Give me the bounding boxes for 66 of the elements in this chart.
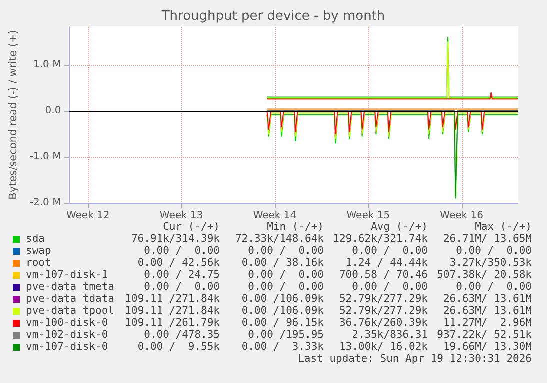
legend-label: sda <box>26 233 45 245</box>
text: 109.11 /261.79k <box>125 317 220 329</box>
text: Avg (-/+) <box>371 221 428 233</box>
chart-title: Throughput per device - by month <box>160 9 386 24</box>
text: 0.00 / 0.00 <box>456 281 532 293</box>
x-tick-label: Week 14 <box>253 210 297 222</box>
text: 76.91k/314.39k <box>131 233 220 245</box>
text: 0.00 / 24.75 <box>144 269 220 281</box>
text: 109.11 /271.84k <box>125 293 220 305</box>
text: 0.00 / 9.55k <box>138 341 220 353</box>
legend-label: pve-data_tpool <box>26 305 115 317</box>
text: 0.00 / 96.15k <box>242 317 324 329</box>
text: 0.00 / 3.33k <box>242 341 324 353</box>
text: 36.76k/260.39k <box>339 317 428 329</box>
text: 0.00 /106.09k <box>242 293 324 305</box>
y-tick-label: -2.0 M <box>30 198 62 208</box>
legend-label: pve-data_tmeta <box>26 281 115 293</box>
text: 26.71M/ 13.65M <box>443 233 532 245</box>
text: 0.00 / 0.00 <box>248 269 324 281</box>
x-tick-label: Week 15 <box>346 210 390 222</box>
x-tick-label: Week 12 <box>66 210 110 222</box>
legend-label: vm-102-disk-0 <box>26 329 108 341</box>
text: 0.00 / 0.00 <box>352 281 428 293</box>
text: 0.00 / 0.00 <box>248 281 324 293</box>
text: 19.66M/ 13.30M <box>443 341 532 353</box>
text: 0.00 / 0.00 <box>144 245 220 257</box>
y-tick-label: 0.0 <box>45 106 62 117</box>
text: 0.00 /195.95 <box>248 329 324 341</box>
text: Cur (-/+) <box>163 221 220 233</box>
x-tick-label: Week 16 <box>440 210 484 222</box>
text: 129.62k/321.74k <box>333 233 428 245</box>
x-tick-label: Week 13 <box>160 210 204 222</box>
text: 0.00 / 38.16k <box>242 257 324 269</box>
text: 0.00 / 0.00 <box>248 245 324 257</box>
y-axis-title: Bytes/second read (-) / write (+) <box>8 30 20 200</box>
text: 3.27k/350.53k <box>450 257 532 269</box>
text: 0.00 / 42.56k <box>138 257 220 269</box>
text: 1.24 / 44.44k <box>346 257 428 269</box>
y-tick-label: 1.0 M <box>34 60 62 71</box>
y-tick-label: -1.0 M <box>30 152 62 163</box>
text: 26.63M/ 13.61M <box>443 305 532 317</box>
legend-label: root <box>26 257 52 269</box>
text: 507.38k/ 20.58k <box>437 269 532 281</box>
text: 0.00 / 0.00 <box>144 281 220 293</box>
text: 0.00 / 0.00 <box>352 245 428 257</box>
text: 700.58 / 70.46 <box>339 269 428 281</box>
text: 26.63M/ 13.61M <box>443 293 532 305</box>
text: 2.35k/836.31 <box>352 329 428 341</box>
text: 11.27M/ 2.96M <box>443 317 532 329</box>
text: 52.79k/277.29k <box>339 293 428 305</box>
legend-label: vm-100-disk-0 <box>26 317 108 329</box>
text: 0.00 / 0.00 <box>456 245 532 257</box>
text: Last update: Sun Apr 19 12:30:31 2026 <box>298 353 532 365</box>
legend-label: vm-107-disk-0 <box>26 341 108 353</box>
text: Max (-/+) <box>475 221 532 233</box>
text: 109.11 /271.84k <box>125 305 220 317</box>
text: 13.00k/ 16.02k <box>339 341 428 353</box>
legend-label: vm-107-disk-1 <box>26 269 108 281</box>
text: 0.00 /478.35 <box>144 329 220 341</box>
legend-label: pve-data_tdata <box>26 293 115 305</box>
legend-label: swap <box>26 245 52 257</box>
text: 72.33k/148.64k <box>235 233 324 245</box>
text: 0.00 /106.09k <box>242 305 324 317</box>
text: Min (-/+) <box>267 221 324 233</box>
text: 937.22k/ 52.51k <box>437 329 532 341</box>
text: 52.79k/277.29k <box>339 305 428 317</box>
